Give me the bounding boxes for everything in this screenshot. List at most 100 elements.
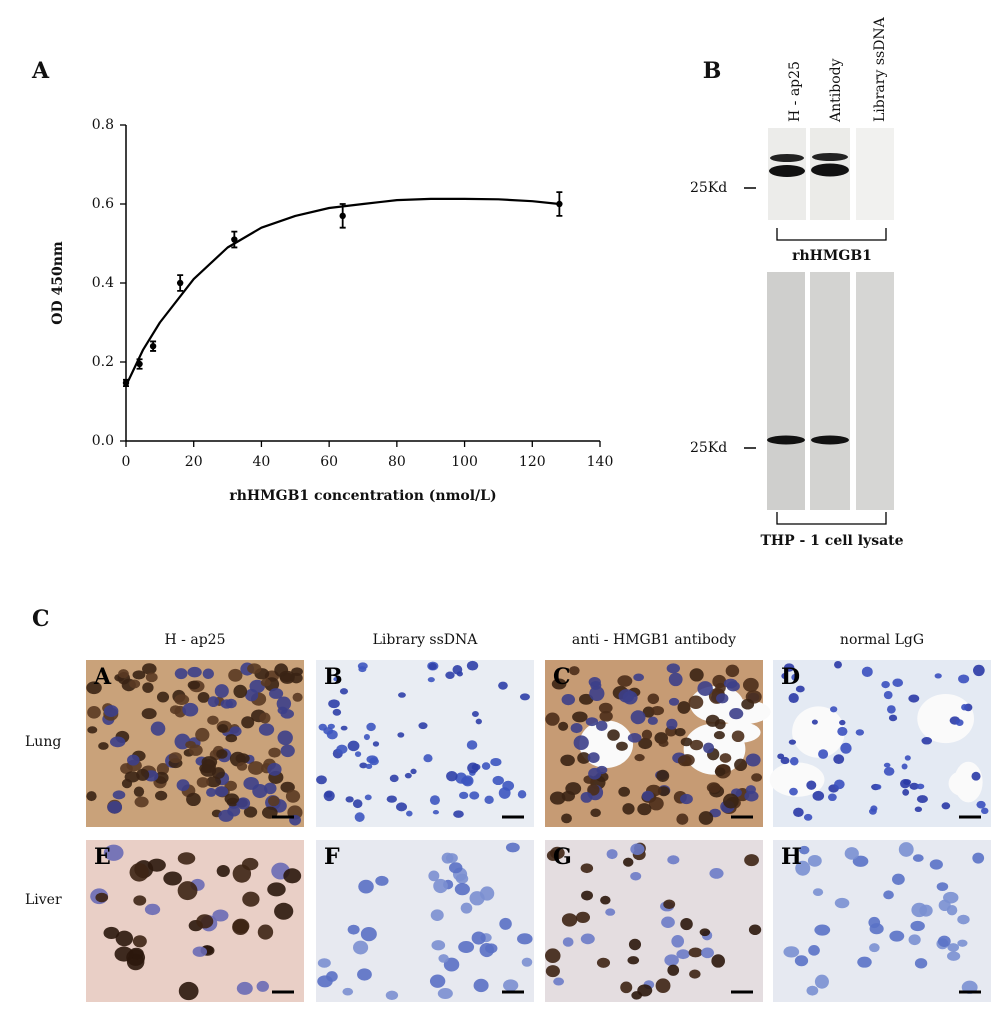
nucleus xyxy=(553,977,565,986)
nucleus xyxy=(719,753,732,763)
nucleus xyxy=(317,975,333,988)
nucleus xyxy=(751,773,763,782)
nucleus xyxy=(147,858,166,872)
nucleus xyxy=(596,957,611,968)
nucleus xyxy=(499,917,512,930)
nucleus xyxy=(789,757,799,766)
nucleus xyxy=(214,786,229,797)
nucleus xyxy=(590,808,601,818)
nucleus xyxy=(364,794,372,801)
nucleus xyxy=(224,793,240,805)
nucleus xyxy=(971,771,981,781)
x-tick-label: 100 xyxy=(451,454,478,470)
nucleus xyxy=(598,702,613,714)
row-label: Liver xyxy=(25,892,62,908)
micrograph: A xyxy=(86,660,304,827)
nucleus xyxy=(647,716,658,725)
nucleus xyxy=(404,772,412,779)
nucleus xyxy=(114,946,134,962)
nucleus xyxy=(218,809,234,822)
nucleus xyxy=(242,891,260,907)
nucleus xyxy=(258,723,275,736)
nucleus xyxy=(216,749,228,759)
nucleus xyxy=(517,790,527,799)
nucleus xyxy=(666,663,680,674)
nucleus xyxy=(861,666,873,677)
nucleus xyxy=(742,677,759,692)
nucleus xyxy=(908,694,920,703)
nucleus xyxy=(883,890,894,900)
nucleus xyxy=(570,723,583,734)
tissue-space xyxy=(792,706,845,758)
nucleus xyxy=(572,711,588,723)
lane-label: Library ssDNA xyxy=(872,16,888,122)
nucleus xyxy=(637,984,653,997)
nucleus xyxy=(317,958,331,968)
nucleus xyxy=(324,791,333,798)
nucleus xyxy=(118,669,129,679)
nucleus xyxy=(833,754,845,765)
nucleus xyxy=(947,951,961,961)
nucleus xyxy=(459,791,469,800)
nucleus xyxy=(701,947,714,959)
nucleus xyxy=(168,752,183,764)
nucleus xyxy=(627,733,642,743)
nucleus xyxy=(622,857,634,867)
y-tick-label: 0.4 xyxy=(92,275,114,291)
nucleus xyxy=(667,964,680,976)
nucleus xyxy=(744,790,759,802)
nucleus xyxy=(274,902,294,920)
nucleus xyxy=(909,782,919,790)
nucleus xyxy=(587,784,600,796)
nucleus xyxy=(220,699,233,709)
nucleus xyxy=(549,791,566,805)
nucleus xyxy=(818,749,829,759)
nucleus xyxy=(456,671,463,677)
nucleus xyxy=(658,739,669,747)
nucleus xyxy=(562,937,574,947)
nucleus xyxy=(919,904,933,917)
nucleus xyxy=(247,663,262,674)
nucleus xyxy=(958,674,970,684)
nucleus xyxy=(174,694,190,705)
nucleus xyxy=(327,723,335,729)
nucleus xyxy=(901,763,908,770)
image-label: F xyxy=(324,844,340,870)
nucleus xyxy=(580,933,595,945)
nucleus xyxy=(466,740,478,750)
nucleus xyxy=(433,878,448,894)
nucleus xyxy=(207,696,219,708)
nucleus xyxy=(799,845,810,855)
nucleus xyxy=(589,686,605,702)
nucleus xyxy=(134,796,149,808)
nucleus xyxy=(837,726,848,736)
nucleus xyxy=(748,924,762,936)
nucleus xyxy=(869,923,884,935)
nucleus xyxy=(677,701,691,714)
nucleus xyxy=(103,926,120,940)
nucleus xyxy=(196,914,214,929)
nucleus xyxy=(229,726,242,737)
nucleus xyxy=(471,931,486,945)
fit-curve xyxy=(125,197,560,387)
row-label: Lung xyxy=(25,734,61,750)
nucleus xyxy=(358,879,374,894)
nucleus xyxy=(519,693,530,701)
nucleus xyxy=(333,676,340,682)
nucleus xyxy=(177,852,196,865)
nucleus xyxy=(937,935,951,947)
nucleus xyxy=(698,811,714,825)
nucleus xyxy=(883,690,893,700)
nucleus xyxy=(156,762,170,775)
y-axis-label: OD 450nm xyxy=(50,241,66,325)
nucleus xyxy=(596,720,608,731)
nucleus xyxy=(664,954,679,967)
nucleus xyxy=(916,783,925,790)
column-label: normal LgG xyxy=(840,632,924,648)
nucleus xyxy=(716,693,729,704)
nucleus xyxy=(605,908,616,916)
nucleus xyxy=(212,909,229,922)
nucleus xyxy=(410,768,417,775)
nucleus xyxy=(386,795,397,803)
nucleus xyxy=(869,943,880,953)
